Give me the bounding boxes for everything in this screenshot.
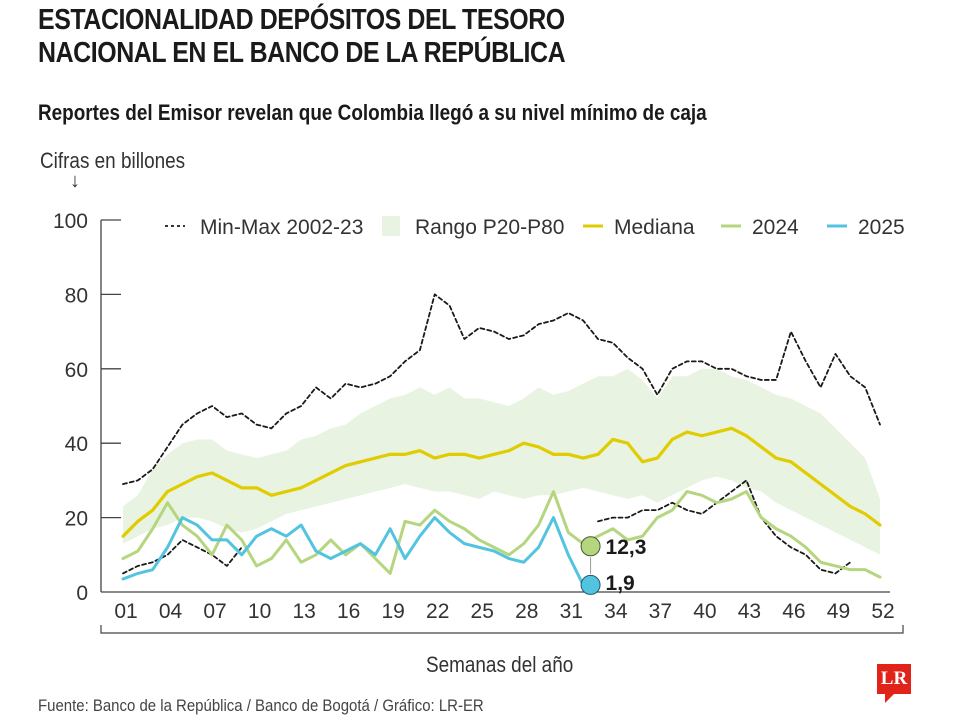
legend-label: Mediana [614, 216, 695, 239]
x-tick-label: 22 [426, 600, 449, 623]
series-2025-line [121, 516, 585, 587]
x-tick-label: 37 [649, 600, 672, 623]
x-tick-label: 28 [515, 600, 538, 623]
x-tick-label: 19 [381, 600, 404, 623]
lr-logo: LR [877, 664, 911, 703]
chart-subtitle: Reportes del Emisor revelan que Colombia… [38, 100, 707, 125]
y-tick-label: 0 [76, 582, 88, 605]
x-tick-label: 31 [560, 600, 583, 623]
max-series-line [122, 293, 881, 486]
annotation-2025-label: 1,9 [606, 572, 635, 595]
y-tick-label: 40 [65, 433, 88, 456]
legend-label: 2025 [858, 216, 905, 239]
x-tick-label: 52 [871, 600, 894, 623]
y-tick-label: 100 [53, 210, 88, 233]
annotation-2024-label: 12,3 [606, 536, 647, 559]
x-tick-label: 49 [827, 600, 850, 623]
p20-p80-band [123, 368, 880, 555]
y-tick-label: 80 [65, 284, 88, 307]
x-tick-label: 16 [337, 600, 360, 623]
x-axis-label-text: Semanas del año [426, 652, 574, 677]
x-tick-label: 01 [114, 600, 137, 623]
source-note: Fuente: Banco de la República / Banco de… [38, 696, 484, 715]
legend-label: Rango P20-P80 [415, 216, 564, 239]
median-line [121, 426, 882, 538]
x-tick-label: 43 [738, 600, 761, 623]
legend-label: 2024 [752, 216, 799, 239]
x-tick-label: 40 [693, 600, 716, 623]
y-axis-units-label: Cifras en billones [40, 148, 186, 173]
title-line-2: NACIONAL EN EL BANCO DE LA REPÚBLICA [38, 37, 566, 69]
y-tick-label: 60 [65, 359, 88, 382]
annotation-2025-marker [580, 574, 601, 595]
x-tick-label: 13 [292, 600, 315, 623]
x-tick-label: 10 [248, 600, 271, 623]
legend-band-swatch [382, 216, 400, 236]
x-axis-bracket [100, 625, 904, 634]
y-tick-label: 20 [65, 508, 88, 531]
min-series-line [122, 479, 852, 575]
down-arrow-icon: ↓ [70, 170, 80, 192]
title-line-1: ESTACIONALIDAD DEPÓSITOS DEL TESORO [38, 4, 565, 36]
x-axis-label: Semanas del año [0, 652, 960, 678]
x-tick-label: 34 [604, 600, 628, 623]
x-tick-label: 04 [159, 600, 183, 623]
series-2024-line [121, 490, 882, 579]
annotation-2024-marker [580, 536, 601, 557]
x-tick-label: 07 [203, 600, 226, 623]
chart-title: ESTACIONALIDAD DEPÓSITOS DEL TESORO NACI… [38, 4, 726, 70]
legend-label: Min-Max 2002-23 [200, 216, 363, 239]
x-tick-label: 25 [471, 600, 494, 623]
x-tick-label: 46 [782, 600, 805, 623]
